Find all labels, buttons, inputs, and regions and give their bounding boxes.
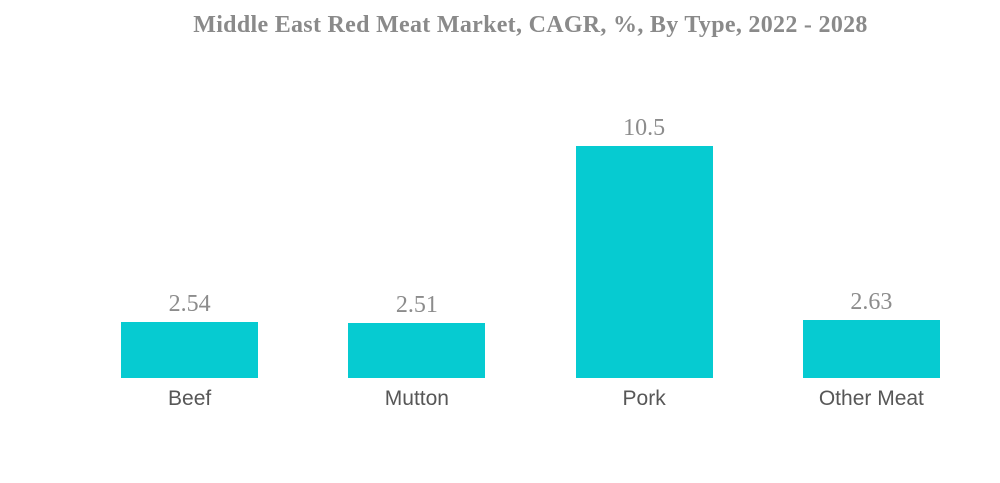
bar-value-label: 2.54	[168, 291, 211, 317]
bar-column: 2.54	[76, 0, 303, 378]
bar-category-label: Beef	[168, 387, 212, 410]
bar-category-label: Other Meat	[818, 387, 924, 410]
bar	[348, 323, 486, 378]
bar-column: 2.63	[758, 0, 985, 378]
bar-value-label: 10.5	[623, 115, 666, 141]
category-axis: Beef Mutton Pork Other Meat	[76, 387, 985, 411]
bar-category-label: Mutton	[384, 387, 449, 410]
bar-value-label: 2.51	[395, 292, 438, 318]
chart-title: Middle East Red Meat Market, CAGR, %, By…	[193, 12, 868, 38]
bar-value-label: 2.63	[850, 289, 893, 315]
bar	[802, 320, 940, 378]
bar-column: 2.51	[303, 0, 530, 378]
bar	[575, 146, 713, 378]
bar-category-label: Pork	[622, 387, 666, 410]
bar	[121, 322, 259, 378]
plot-area: 2.54 2.51 10.5 2.63	[76, 0, 985, 378]
bar-column: 10.5	[531, 0, 758, 378]
